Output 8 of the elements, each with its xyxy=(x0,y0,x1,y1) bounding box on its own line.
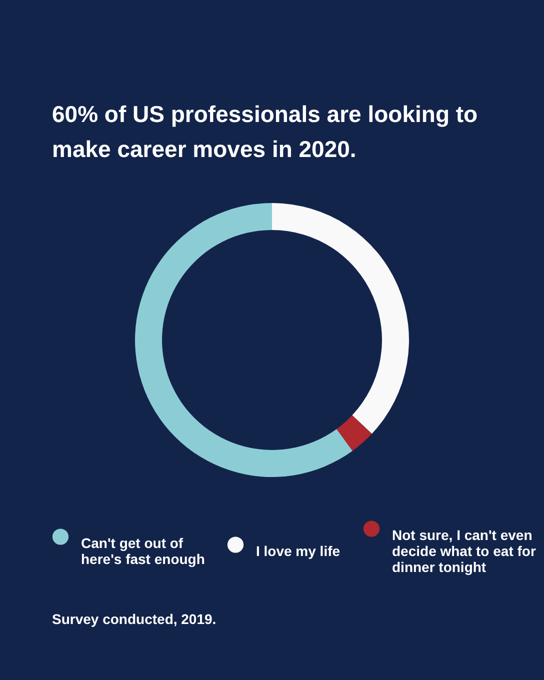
donut-slice xyxy=(272,203,409,434)
donut-slice xyxy=(336,415,372,451)
chart-title: 60% of US professionals are looking to make career moves in 2020. xyxy=(52,101,478,162)
text: Survey conducted, 2019. xyxy=(52,611,216,627)
legend-label: I love my life xyxy=(256,542,340,559)
legend-label: Can't get out of here's fast enough xyxy=(81,534,205,567)
donut-slice xyxy=(135,203,353,477)
legend-label: Not sure, I can't even decide what to eat for dinner tonight xyxy=(392,526,536,575)
